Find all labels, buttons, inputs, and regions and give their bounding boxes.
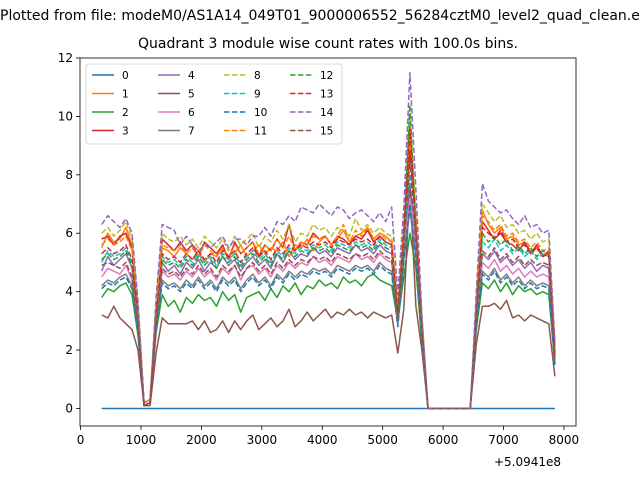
y-tick-label: 8 [65, 168, 73, 182]
y-tick-label: 6 [65, 226, 73, 240]
series-line-9 [101, 174, 556, 410]
legend-label-0: 0 [122, 70, 129, 82]
legend-label-2: 2 [122, 107, 129, 119]
y-tick-label: 12 [58, 51, 73, 65]
series-line-6 [101, 197, 556, 410]
y-axis: 0 2 4 6 8 10 12 [58, 51, 80, 415]
x-tick-label: 8000 [549, 433, 580, 447]
series-line-13 [101, 127, 556, 410]
legend-label-11: 11 [254, 126, 267, 138]
legend-label-1: 1 [122, 89, 129, 101]
x-tick-label: 1000 [126, 433, 157, 447]
x-axis-offset-label: +5.0941e8 [494, 455, 561, 469]
chart-title: Quadrant 3 module wise count rates with … [138, 36, 518, 52]
x-tick-label: 2000 [186, 433, 217, 447]
x-tick-label: 0 [77, 433, 85, 447]
series-line-14 [101, 71, 556, 410]
legend-label-13: 13 [320, 89, 333, 101]
x-tick-label: 7000 [488, 433, 519, 447]
x-tick-label: 3000 [247, 433, 278, 447]
figure-suptitle: Plotted from file: modeM0/AS1A14_049T01_… [0, 8, 640, 24]
legend-label-5: 5 [188, 89, 195, 101]
x-axis: 0 1000 2000 3000 4000 5000 6000 7000 8000 [77, 426, 579, 447]
legend-label-12: 12 [320, 70, 333, 82]
series-line-11 [101, 127, 556, 410]
series-line-12 [101, 103, 556, 410]
legend-label-15: 15 [320, 126, 333, 138]
legend-label-9: 9 [254, 89, 261, 101]
legend-label-3: 3 [122, 126, 129, 138]
legend-label-6: 6 [188, 107, 195, 119]
legend-label-7: 7 [188, 126, 195, 138]
y-tick-label: 4 [65, 285, 73, 299]
series-line-4 [101, 185, 556, 410]
x-tick-label: 5000 [367, 433, 398, 447]
y-tick-label: 10 [58, 109, 73, 123]
series-line-15 [101, 159, 556, 410]
series-line-3 [101, 150, 556, 410]
series-line-5 [101, 182, 556, 410]
legend-label-8: 8 [254, 70, 261, 82]
legend-label-14: 14 [320, 107, 334, 119]
figure-suptitle-text: Plotted from file: modeM0/AS1A14_049T01_… [0, 8, 640, 24]
legend-label-10: 10 [254, 107, 267, 119]
y-tick-label: 2 [65, 343, 73, 357]
x-tick-label: 6000 [428, 433, 459, 447]
x-tick-label: 4000 [307, 433, 338, 447]
legend-label-4: 4 [188, 70, 195, 82]
series-lines [101, 71, 556, 410]
legend-box [85, 63, 343, 145]
axes-frame [79, 57, 577, 427]
y-tick-label: 0 [65, 401, 73, 415]
